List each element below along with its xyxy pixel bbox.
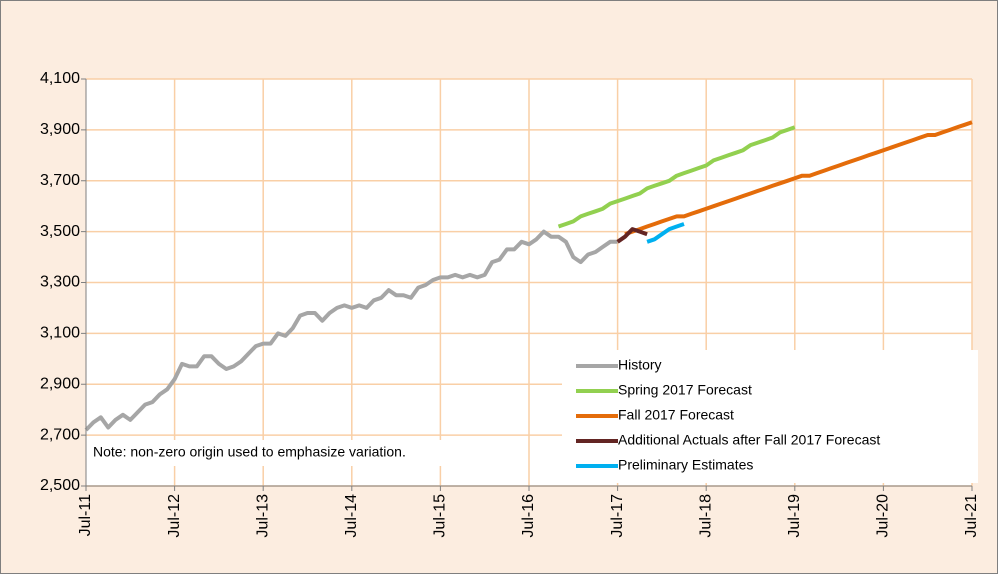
legend-label: Fall 2017 Forecast <box>618 407 734 423</box>
x-tick-label: Jul-19 <box>786 494 803 538</box>
series-line <box>646 222 685 244</box>
series-line <box>557 125 796 229</box>
y-tick-label: 3,100 <box>40 325 80 342</box>
note-box <box>86 440 474 466</box>
y-tick-label: 3,700 <box>40 172 80 189</box>
x-tick-label: Jul-16 <box>520 494 537 538</box>
series-line <box>616 227 648 244</box>
x-tick-label: Jul-15 <box>432 494 449 538</box>
x-tick-label: Jul-13 <box>254 494 271 538</box>
legend-label: Additional Actuals after Fall 2017 Forec… <box>618 432 880 448</box>
legend-label: Spring 2017 Forecast <box>618 382 752 398</box>
x-tick-label: Jul-18 <box>697 494 714 538</box>
y-tick-label: 3,500 <box>40 223 80 240</box>
series-line <box>624 120 973 237</box>
note: Note: non-zero origin used to emphasize … <box>93 444 406 460</box>
legend-box <box>562 350 978 483</box>
x-tick-label: Jul-14 <box>343 494 360 538</box>
y-tick-label: 3,300 <box>40 274 80 291</box>
legend-label: Preliminary Estimates <box>618 457 753 473</box>
y-tick-label: 2,900 <box>40 375 80 392</box>
series-line <box>84 229 618 432</box>
legend-label: History <box>618 357 662 373</box>
y-tick-label: 3,900 <box>40 121 80 138</box>
y-tick-label: 4,100 <box>40 70 80 87</box>
y-tick-label: 2,500 <box>40 477 80 494</box>
x-tick-label: Jul-20 <box>875 494 892 538</box>
x-tick-label: Jul-17 <box>609 494 626 538</box>
x-tick-label: Jul-11 <box>77 494 94 536</box>
x-tick-label: Jul-21 <box>963 494 980 538</box>
x-tick-label: Jul-12 <box>166 494 183 538</box>
y-tick-label: 2,700 <box>40 426 80 443</box>
